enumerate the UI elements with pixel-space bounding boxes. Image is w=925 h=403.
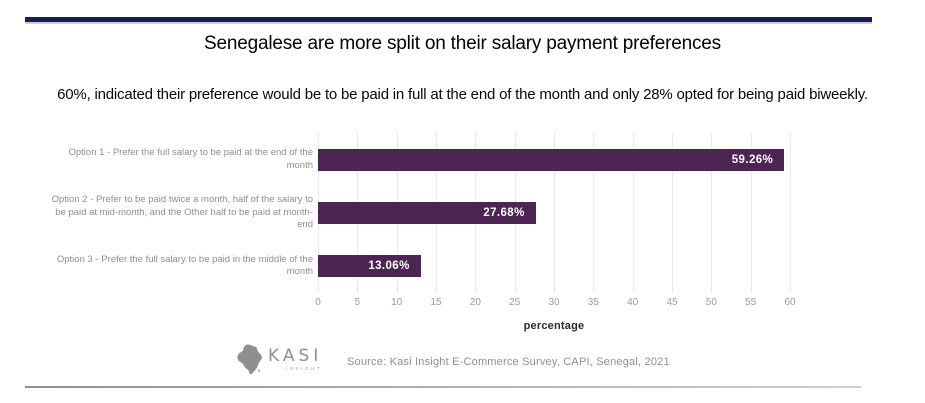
x-tick-label: 55 xyxy=(745,297,757,308)
x-tick-label: 25 xyxy=(509,297,521,308)
x-tick-label: 45 xyxy=(666,297,678,308)
x-tick-label: 35 xyxy=(587,297,599,308)
logo-text-wrap: KASI INSIGHT xyxy=(268,348,322,372)
x-tick-label: 50 xyxy=(705,297,717,308)
x-axis-ticks: 0 5 10 15 20 25 30 35 40 45 50 55 60 xyxy=(315,297,795,310)
gridline xyxy=(632,133,634,293)
bar-value-label: 13.06% xyxy=(368,260,410,273)
logo-subtext: INSIGHT xyxy=(285,366,323,372)
x-axis-title: percentage xyxy=(523,320,585,332)
bar-option-1: 59.26% xyxy=(318,148,785,171)
bar-value-label: 27.68% xyxy=(483,206,525,219)
x-tick-label: 40 xyxy=(627,297,639,308)
category-label: Option 2 - Prefer to be paid twice a mon… xyxy=(51,194,313,231)
x-tick-label: 5 xyxy=(354,297,361,308)
gridline xyxy=(750,133,752,293)
x-tick-label: 10 xyxy=(391,297,403,308)
gridline xyxy=(672,133,673,293)
category-labels: Option 1 - Prefer the full salary to be … xyxy=(50,133,313,293)
gridline xyxy=(593,133,595,293)
africa-map-icon xyxy=(236,344,263,376)
x-tick-label: 60 xyxy=(784,297,796,308)
gridline xyxy=(790,133,791,293)
bottom-divider-rule xyxy=(25,386,861,388)
page-title: Senegalese are more split on their salar… xyxy=(204,33,721,54)
category-label: Option 3 - Prefer the full salary to be … xyxy=(56,253,313,278)
source-text: Source: Kasi Insight E-Commerce Survey, … xyxy=(347,356,670,368)
bar-option-2: 27.68% xyxy=(318,201,536,224)
bar-row: 27.68% xyxy=(318,186,790,239)
category-label: Option 1 - Prefer the full salary to be … xyxy=(68,147,313,171)
bar-value-label: 59.26% xyxy=(731,153,774,166)
bar-row: 59.26% xyxy=(318,133,790,186)
bar-series: 59.26% 27.68% 13.06% xyxy=(318,133,790,293)
plot-area: 59.26% 27.68% 13.06% xyxy=(318,133,791,293)
x-tick-label: 30 xyxy=(548,297,560,308)
x-tick-label: 20 xyxy=(469,297,481,308)
bar-row: 13.06% xyxy=(318,240,790,293)
logo-wordmark: KASI xyxy=(268,346,323,367)
kasi-logo: KASI INSIGHT xyxy=(236,341,322,379)
top-accent-rule xyxy=(25,17,872,22)
x-tick-label: 0 xyxy=(315,297,321,308)
gridline xyxy=(554,133,555,293)
page-subtitle: 60%, indicated their preference would be… xyxy=(57,86,868,103)
x-tick-label: 15 xyxy=(430,297,442,308)
bar-option-3: 13.06% xyxy=(318,255,421,278)
gridline xyxy=(711,133,713,293)
